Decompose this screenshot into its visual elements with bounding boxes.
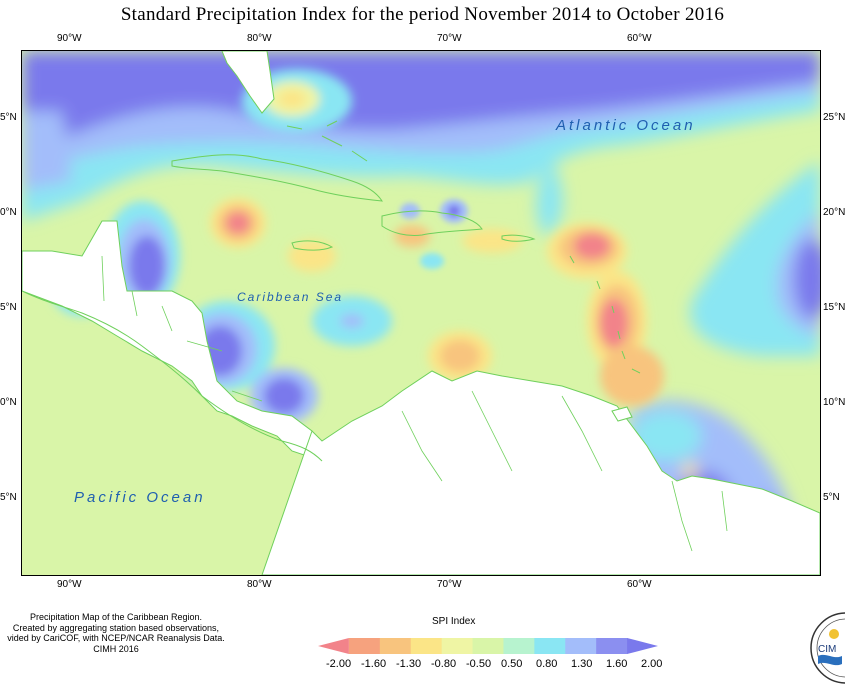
lon-tick-top-60w: 60°W: [627, 33, 652, 44]
legend-labels: -2.00 -1.60 -1.30 -0.80 -0.50 0.50 0.80 1.30 1.6…: [326, 658, 676, 670]
lon-tick-top-70w: 70°W: [437, 33, 462, 44]
legend-swatch: [379, 638, 412, 654]
legend-label: 0.80: [536, 658, 558, 670]
legend-swatch: [627, 638, 658, 654]
legend-swatch: [534, 638, 566, 654]
lon-tick-top-90w: 90°W: [57, 33, 82, 44]
cimh-logo: CIM: [810, 612, 845, 684]
lat-tick-left-25n: 5°N: [0, 112, 17, 123]
legend-swatch: [472, 638, 504, 654]
lon-tick-bottom-80w: 80°W: [247, 579, 272, 590]
spi-map-canvas: [22, 51, 820, 575]
pacific-coast: [22, 290, 323, 462]
hispaniola: [381, 210, 483, 236]
legend-swatch: [318, 638, 349, 654]
lat-tick-right-15n: 15°N: [823, 302, 845, 313]
spi-map: [21, 50, 821, 576]
lat-tick-left-5n: 5°N: [0, 492, 17, 503]
dry-anomalies: [80, 198, 664, 406]
legend-label: -1.30: [396, 658, 422, 670]
legend-label: -2.00: [326, 658, 352, 670]
lat-tick-right-25n: 25°N: [823, 112, 845, 123]
legend-swatch: [596, 638, 628, 654]
footer-line-1: Precipitation Map of the Caribbean Regio…: [29, 612, 203, 622]
lat-tick-left-15n: 5°N: [0, 302, 17, 313]
legend-swatch: [410, 638, 443, 654]
footer-line-3: vided by CariCOF, with NCEP/NCAR Reanaly…: [7, 633, 225, 643]
lon-tick-bottom-90w: 90°W: [57, 579, 82, 590]
lat-tick-left-10n: 0°N: [0, 397, 17, 408]
national-borders: [101, 255, 728, 552]
atlantic-ocean-label: Atlantic Ocean: [556, 117, 696, 134]
legend-label: -0.50: [466, 658, 492, 670]
footer-line-2: Created by aggregating station based obs…: [12, 622, 220, 633]
lon-tick-top-80w: 80°W: [247, 33, 272, 44]
legend-swatch: [565, 638, 597, 654]
legend-label: 2.00: [641, 658, 663, 670]
lon-tick-bottom-60w: 60°W: [627, 579, 652, 590]
map-title: Standard Precipitation Index for the per…: [120, 4, 725, 25]
sun-icon: [829, 629, 839, 639]
legend-label: 0.50: [501, 658, 523, 670]
legend-swatch: [348, 638, 381, 654]
lat-tick-left-20n: 0°N: [0, 207, 17, 218]
footer-line-4: CIMH 2016: [93, 643, 139, 654]
caribbean-sea-label: Caribbean Sea: [237, 290, 344, 304]
map-description: Precipitation Map of the Caribbean Regio…: [0, 612, 232, 654]
pacific-ocean-label: Pacific Ocean: [74, 489, 206, 506]
legend-label: 1.30: [571, 658, 593, 670]
trinidad: [611, 406, 633, 422]
legend-label: -0.80: [431, 658, 457, 670]
lat-tick-right-5n: 5°N: [823, 492, 840, 503]
legend-label: -1.60: [361, 658, 387, 670]
cuba: [171, 154, 383, 202]
east-atlantic-wet: [690, 161, 820, 356]
jamaica: [291, 240, 334, 251]
wave-icon: [818, 654, 842, 666]
legend-title: SPI Index: [432, 616, 476, 627]
south-america: [261, 370, 820, 575]
land-masses: [22, 51, 820, 575]
bahamas: [286, 120, 368, 162]
lat-tick-right-10n: 10°N: [823, 397, 845, 408]
legend-colorbar: [318, 638, 658, 654]
legend-swatch: [441, 638, 474, 654]
florida: [221, 51, 275, 114]
puerto-rico: [501, 234, 536, 242]
lesser-antilles: [569, 255, 641, 374]
lon-tick-bottom-70w: 70°W: [437, 579, 462, 590]
legend-label: 1.60: [606, 658, 628, 670]
lat-tick-right-20n: 20°N: [823, 207, 845, 218]
logo-text: CIM: [818, 644, 836, 655]
atlantic-wet-band: [22, 51, 820, 236]
legend-swatch: [503, 638, 535, 654]
